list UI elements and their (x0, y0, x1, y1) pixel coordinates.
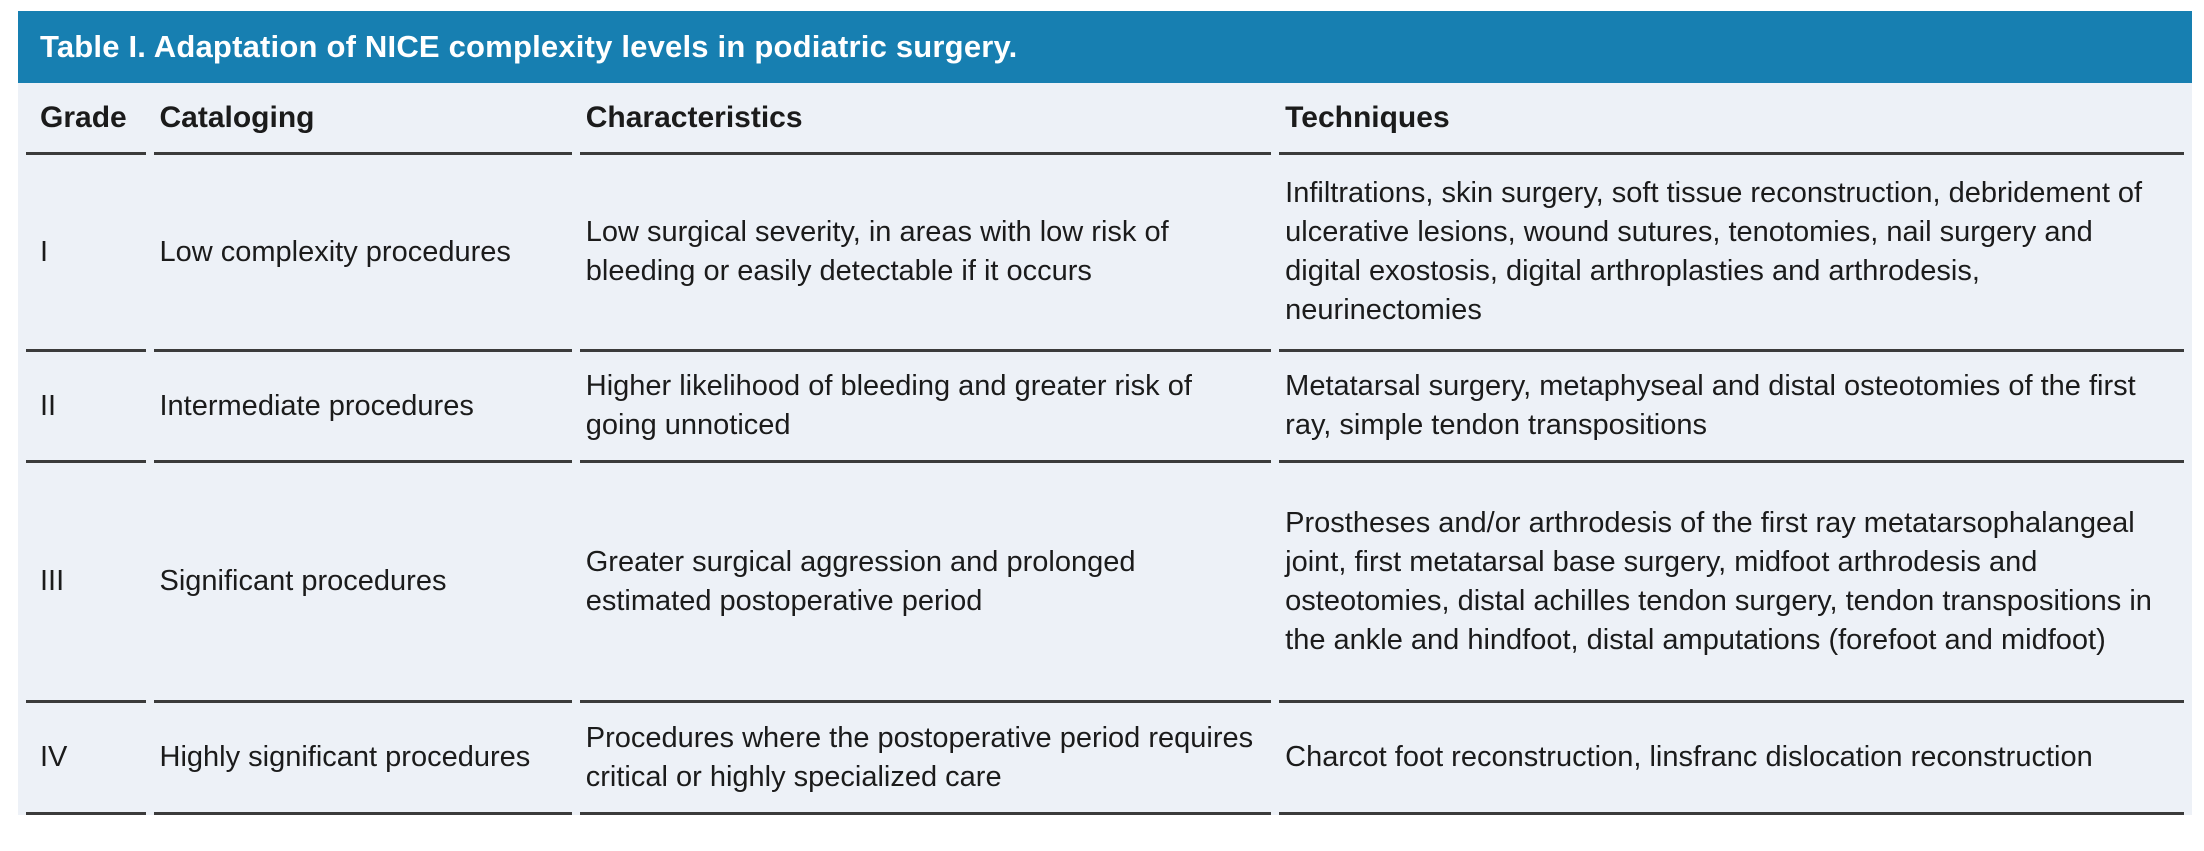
techniques-cell: Prostheses and/or arthrodesis of the fir… (1279, 463, 2184, 703)
techniques-cell: Metatarsal surgery, metaphyseal and dist… (1279, 352, 2184, 463)
cataloging-cell: Low complexity procedures (153, 155, 572, 352)
grade-cell: II (26, 352, 146, 463)
table-title-bar: Table I. Adaptation of NICE complexity l… (18, 11, 2192, 83)
grade-cell: III (26, 463, 146, 703)
cataloging-cell: Intermediate procedures (153, 352, 572, 463)
table-row-grade-3: III Significant procedures Greater surgi… (26, 463, 2184, 703)
table-row-grade-2: II Intermediate procedures Higher likeli… (26, 352, 2184, 463)
characteristics-cell: Procedures where the postoperative perio… (579, 703, 1272, 815)
grade-cell: IV (26, 703, 146, 815)
complexity-table: Table I. Adaptation of NICE complexity l… (18, 11, 2192, 815)
characteristics-cell: Low surgical severity, in areas with low… (579, 155, 1272, 352)
column-header-techniques: Techniques (1279, 83, 2184, 155)
column-header-cataloging: Cataloging (153, 83, 572, 155)
column-header-grade: Grade (26, 83, 146, 155)
grade-cell: I (26, 155, 146, 352)
header-row: Grade Cataloging Characteristics Techniq… (26, 83, 2184, 155)
cataloging-cell: Highly significant procedures (153, 703, 572, 815)
techniques-cell: Charcot foot reconstruction, linsfranc d… (1279, 703, 2184, 815)
characteristics-cell: Greater surgical aggression and prolonge… (579, 463, 1272, 703)
table-row-grade-4: IV Highly significant procedures Procedu… (26, 703, 2184, 815)
cataloging-cell: Significant procedures (153, 463, 572, 703)
table-row-grade-1: I Low complexity procedures Low surgical… (26, 155, 2184, 352)
column-header-characteristics: Characteristics (579, 83, 1272, 155)
table-title: Table I. Adaptation of NICE complexity l… (40, 29, 1018, 64)
characteristics-cell: Higher likelihood of bleeding and greate… (579, 352, 1272, 463)
nice-complexity-table: Grade Cataloging Characteristics Techniq… (18, 83, 2192, 815)
techniques-cell: Infiltrations, skin surgery, soft tissue… (1279, 155, 2184, 352)
